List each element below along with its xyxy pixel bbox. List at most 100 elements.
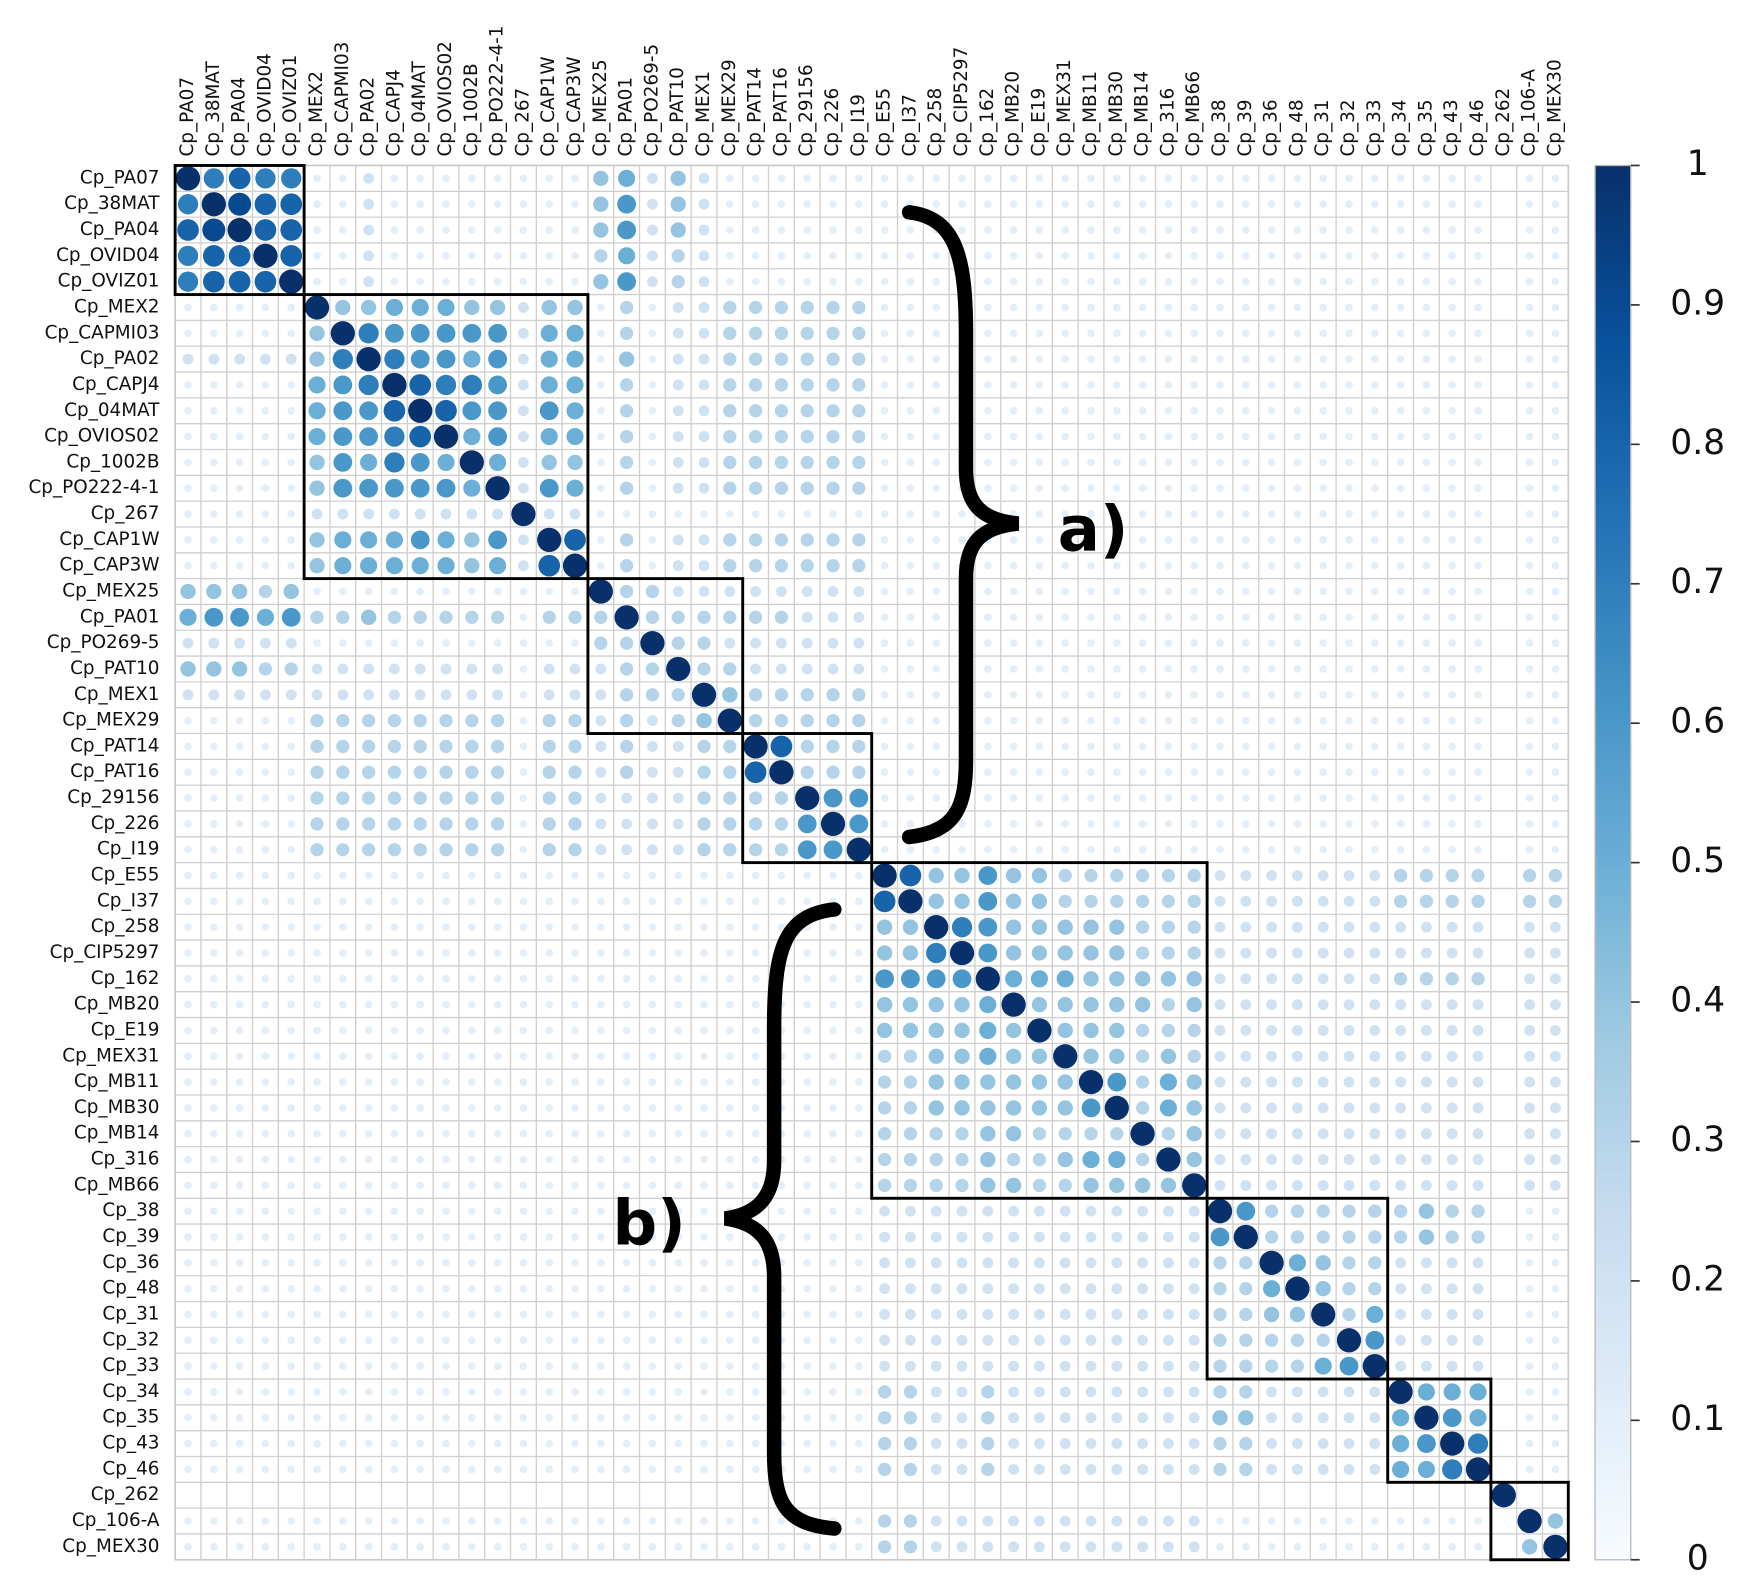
cell-circle	[928, 867, 944, 884]
cell-circle	[698, 327, 710, 339]
cell-circle	[1290, 1230, 1305, 1244]
cell-circle	[208, 353, 220, 365]
cell-circle	[648, 949, 657, 957]
cell-circle	[261, 768, 270, 777]
cell-circle	[1213, 1333, 1227, 1347]
cell-circle	[1267, 510, 1276, 518]
cell-circle	[880, 381, 889, 389]
cell-circle	[1291, 1463, 1303, 1475]
cell-circle	[235, 1284, 244, 1293]
cell-circle	[1266, 921, 1278, 933]
cell-circle	[1293, 665, 1302, 673]
cell-circle	[467, 226, 476, 234]
cell-circle	[1112, 406, 1121, 415]
cell-circle	[1316, 1230, 1330, 1244]
cell-circle	[1472, 1050, 1484, 1062]
cell-circle	[184, 1413, 192, 1422]
cell-circle	[363, 172, 375, 184]
cell-circle	[697, 662, 711, 676]
cell-circle	[1061, 613, 1070, 622]
cell-circle	[1061, 639, 1070, 647]
cell-circle	[1422, 845, 1431, 854]
cell-circle	[1188, 1412, 1200, 1424]
cell-circle	[906, 639, 915, 647]
cell-circle	[390, 1413, 399, 1422]
cell-circle	[255, 168, 276, 189]
cell-circle	[338, 1388, 347, 1396]
cell-circle	[388, 508, 400, 520]
cell-circle	[1059, 1205, 1071, 1217]
cell-circle	[1369, 1102, 1381, 1114]
cell-circle	[725, 226, 734, 234]
cell-circle	[596, 484, 605, 493]
cell-circle	[1396, 1543, 1405, 1551]
cell-circle	[545, 639, 554, 647]
cell-circle	[261, 510, 270, 518]
cell-circle	[1291, 1102, 1303, 1114]
cell-circle	[854, 1439, 863, 1448]
cell-circle	[209, 871, 218, 880]
cell-circle	[364, 1078, 373, 1086]
cell-circle	[1061, 536, 1070, 544]
cell-circle	[983, 200, 992, 209]
cell-circle	[1138, 665, 1147, 673]
cell-circle	[490, 817, 505, 831]
column-label: Cp_PO269-5	[641, 44, 662, 157]
cell-circle	[674, 1052, 683, 1061]
cell-circle	[519, 1465, 528, 1474]
cell-circle	[1395, 999, 1407, 1011]
cell-circle	[1474, 406, 1482, 415]
cell-circle	[1524, 1076, 1536, 1088]
cell-circle	[1035, 613, 1044, 622]
cell-circle	[1525, 406, 1534, 415]
cell-circle	[1059, 1360, 1071, 1372]
cell-circle	[751, 277, 760, 286]
cell-circle	[235, 1465, 244, 1474]
cell-circle	[1417, 1434, 1436, 1453]
colorbar: 00.10.20.30.40.50.60.70.80.91	[1594, 144, 1725, 1578]
cell-circle	[596, 923, 605, 932]
cell-circle	[338, 1233, 347, 1241]
cell-circle	[1059, 1334, 1071, 1346]
cell-circle	[1392, 1434, 1410, 1453]
cell-circle	[751, 1439, 760, 1448]
cell-circle	[1111, 1334, 1123, 1346]
cell-circle	[1008, 1334, 1020, 1346]
cell-circle	[774, 429, 789, 444]
cell-circle	[1551, 1465, 1560, 1474]
cell-circle	[1111, 1257, 1123, 1269]
cell-circle	[725, 1026, 734, 1035]
cell-circle	[829, 1000, 837, 1009]
cell-circle	[231, 583, 248, 600]
cell-circle	[442, 1129, 450, 1138]
cell-circle	[338, 974, 347, 983]
cell-circle	[566, 350, 584, 368]
cell-circle	[539, 478, 559, 498]
cell-circle	[1031, 945, 1048, 961]
cell-circle	[1446, 1102, 1458, 1114]
cell-circle	[416, 1336, 425, 1345]
cell-circle	[1264, 1359, 1279, 1373]
cell-circle	[1216, 277, 1224, 286]
cell-circle	[826, 688, 840, 702]
cell-circle	[209, 536, 218, 544]
cell-circle	[698, 250, 710, 262]
cell-circle	[880, 174, 889, 183]
cell-circle	[932, 561, 941, 570]
cell-circle	[1061, 277, 1070, 286]
cell-circle	[670, 170, 686, 187]
cell-circle	[725, 1233, 734, 1241]
cell-circle	[854, 252, 863, 260]
cell-circle	[803, 226, 812, 234]
cell-circle	[1112, 484, 1121, 493]
cell-circle	[545, 252, 554, 260]
cell-circle	[823, 788, 843, 808]
cell-circle	[235, 561, 244, 570]
cell-circle	[1420, 1154, 1432, 1165]
cell-circle	[751, 1310, 760, 1319]
cell-circle	[1267, 639, 1276, 647]
cell-circle	[1525, 742, 1534, 751]
cell-circle	[1396, 690, 1405, 699]
cell-circle	[1214, 870, 1226, 881]
cell-circle	[545, 1310, 554, 1319]
